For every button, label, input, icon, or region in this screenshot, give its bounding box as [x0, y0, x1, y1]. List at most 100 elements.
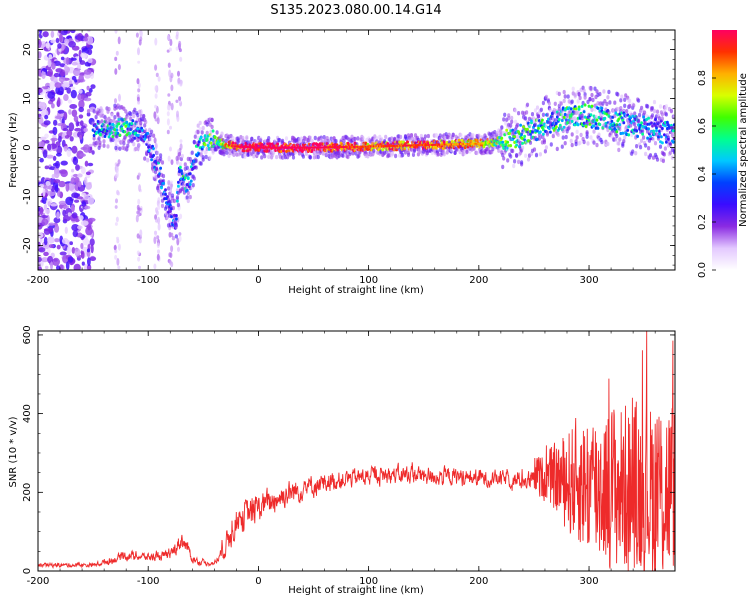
- spectrogram-cell: [513, 135, 516, 139]
- spectrogram-cell: [172, 198, 176, 204]
- spectrogram-cell: [284, 146, 287, 149]
- spectrogram-cell: [177, 184, 180, 188]
- spectrogram-cell: [436, 143, 439, 146]
- spectrogram-cell: [282, 146, 285, 149]
- spectrogram-cell: [619, 98, 623, 103]
- spectrogram-cell: [626, 128, 630, 132]
- spectrogram-cell: [570, 132, 574, 137]
- spectrogram-cell: [539, 107, 544, 113]
- spectrogram-cell: [576, 110, 580, 115]
- spectrogram-cell: [43, 68, 48, 72]
- spectrogram-cell: [589, 135, 593, 140]
- spectrogram-cell: [635, 144, 639, 149]
- spectrogram-cell: [399, 144, 402, 147]
- spectrogram-cell: [509, 144, 513, 148]
- spectrogram-cell: [178, 48, 182, 53]
- spectrogram-cell: [155, 72, 159, 78]
- spectrogram-cell: [168, 69, 172, 78]
- spectrogram-cell: [667, 137, 670, 141]
- spectrogram-cell: [469, 142, 472, 145]
- spectrogram-cell: [44, 114, 49, 120]
- spectrogram-cell: [627, 133, 631, 137]
- spectrogram-cell: [614, 111, 618, 115]
- spectrogram-cell: [436, 152, 440, 157]
- spectrogram-cell: [554, 125, 558, 129]
- spectrogram-cell: [446, 143, 449, 146]
- spectrogram-cell: [631, 114, 635, 118]
- spectrogram-cell: [51, 103, 55, 109]
- spectrogram-cell: [60, 113, 64, 118]
- spectrogram-cell: [281, 146, 284, 149]
- spectrogram-cell: [117, 122, 121, 126]
- spectrogram-cell: [154, 64, 158, 71]
- spectrogram-cell: [603, 99, 607, 104]
- spectrogram-cell: [571, 86, 575, 92]
- spectrogram-cell: [459, 133, 463, 138]
- spectrogram-cell: [169, 38, 173, 47]
- spectrogram-cell: [221, 138, 225, 143]
- x-tick-label: 200: [469, 275, 488, 286]
- spectrogram-cell: [62, 209, 67, 217]
- spectrogram-cell: [250, 136, 254, 141]
- x-tick-label: -100: [137, 275, 160, 286]
- spectrogram-cell: [358, 145, 361, 148]
- spectrogram-cell: [38, 141, 45, 148]
- spectrogram-cell: [297, 146, 300, 149]
- spectrogram-cell: [97, 136, 101, 141]
- spectrogram-cell: [524, 116, 528, 121]
- spectrogram-cell: [167, 62, 171, 68]
- spectrogram-cell: [197, 140, 201, 144]
- spectrogram-cell: [351, 145, 354, 148]
- spectrogram-cell: [652, 109, 657, 114]
- spectrogram-cell: [47, 190, 56, 197]
- spectrogram-cell: [188, 172, 192, 176]
- spectrogram-cell: [68, 41, 76, 48]
- spectrogram-cell: [60, 160, 68, 166]
- snr-axes: -200 -100 0 100 200 300 0 200 400 600: [22, 325, 675, 587]
- spectrogram-cell: [153, 263, 157, 270]
- spectrogram-cell: [577, 107, 581, 111]
- spectrogram-cell: [586, 99, 590, 105]
- spectrogram-cell: [665, 140, 668, 144]
- spectrogram-cell: [186, 176, 190, 180]
- spectrogram-cell: [67, 99, 72, 104]
- spectrogram-cell: [144, 128, 148, 133]
- spectrogram-cell: [567, 125, 571, 130]
- spectrogram-cell: [49, 81, 56, 90]
- spectrogram-cell: [499, 132, 503, 137]
- spectrogram-cell: [164, 188, 167, 192]
- spectrogram-cell: [580, 104, 584, 108]
- spectrogram-cell: [425, 144, 428, 146]
- spectrogram-cell: [170, 232, 174, 237]
- spectrogram-cell: [71, 192, 79, 198]
- spectrogram-cell: [388, 145, 391, 147]
- spectrogram-cell: [525, 110, 529, 115]
- spectrogram-cell: [515, 143, 518, 147]
- spectrogram-cell: [381, 148, 385, 152]
- spectrogram-cell: [38, 266, 42, 270]
- spectrogram-cell: [78, 215, 84, 221]
- spectrogram-cell: [41, 195, 48, 204]
- spectrogram-cell: [71, 61, 78, 66]
- spectrogram-cell: [157, 76, 161, 82]
- spectrogram-cell: [501, 143, 505, 147]
- spectrogram-cell: [424, 144, 427, 147]
- spectrogram-cell: [183, 162, 187, 167]
- spectrogram-cell: [281, 138, 285, 144]
- spectrogram-cell: [84, 263, 88, 270]
- spectrogram-cell: [38, 232, 44, 239]
- spectrogram-cell: [110, 113, 114, 118]
- spectrogram-cell: [77, 93, 83, 101]
- spectrogram-cell: [354, 145, 357, 148]
- spectrogram-cell: [657, 116, 662, 121]
- spectrogram-cell: [180, 153, 184, 159]
- spectrogram-cell: [522, 125, 525, 129]
- spectrogram-cell: [413, 144, 416, 147]
- spectrogram-cell: [621, 118, 625, 122]
- spectrogram-cell: [663, 133, 666, 137]
- spectrogram-cell: [50, 39, 56, 44]
- spectrogram-cell: [146, 140, 150, 145]
- spectrogram-cell: [136, 78, 140, 85]
- spectrogram-cell: [525, 102, 530, 108]
- spectrogram-cell: [288, 146, 291, 149]
